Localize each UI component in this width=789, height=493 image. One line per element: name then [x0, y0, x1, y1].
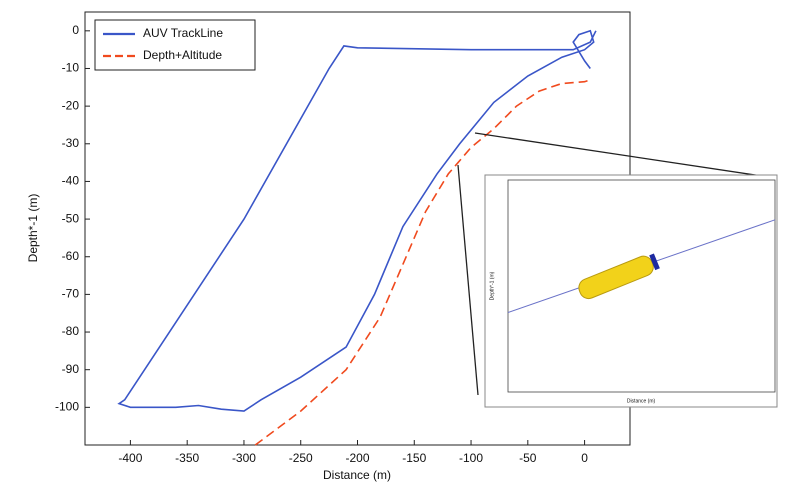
- x-tick-label: -250: [289, 451, 313, 465]
- zoom-line: [474, 132, 776, 179]
- main-plot: -400 -350 -300 -250 -200 -150 -100 -50 0 0 -10 -20 -…: [55, 23, 597, 465]
- y-tick-label: -20: [62, 98, 80, 112]
- inset-x-label: Distance (m): [627, 398, 656, 404]
- legend-label: AUV TrackLine: [143, 26, 223, 40]
- x-tick-label: -400: [118, 451, 142, 465]
- x-tick-label: -300: [232, 451, 256, 465]
- y-tick-label: -60: [62, 249, 80, 263]
- legend-label: Depth+Altitude: [143, 48, 222, 62]
- series-line: [254, 79, 591, 446]
- y-tick-label: 0: [72, 23, 79, 37]
- auv-propeller: [649, 253, 660, 271]
- auv-body: [578, 255, 654, 300]
- y-tick-label: -10: [62, 61, 80, 75]
- y-tick-label: -90: [62, 362, 80, 376]
- inset-labels: Distance (m) Depth*-1 (m): [489, 271, 655, 404]
- y-tick-label: -100: [55, 400, 79, 414]
- y-tick-label: -40: [62, 174, 80, 188]
- y-tick-label: -80: [62, 324, 80, 338]
- y-axis-label: Depth*-1 (m): [26, 194, 40, 263]
- auv-icon: [578, 253, 660, 300]
- x-axis-label: Distance (m): [323, 468, 391, 482]
- inset-plot-frame: [507, 179, 776, 393]
- x-tick-label: -100: [459, 451, 483, 465]
- x-tick-label: -350: [175, 451, 199, 465]
- y-tick-label: -50: [62, 211, 80, 225]
- x-tick-label: -50: [519, 451, 537, 465]
- x-tick-label: -150: [402, 451, 426, 465]
- x-tick-label: -200: [345, 451, 369, 465]
- y-tick-label: -70: [62, 287, 80, 301]
- zoom-line: [457, 164, 479, 396]
- legend: AUV TrackLine Depth+Altitude: [94, 19, 256, 71]
- y-tick-label: -30: [62, 136, 80, 150]
- inset-y-label: Depth*-1 (m): [489, 271, 495, 300]
- x-tick-label: 0: [581, 451, 588, 465]
- series-line: [117, 29, 597, 412]
- legend-box: [94, 19, 256, 71]
